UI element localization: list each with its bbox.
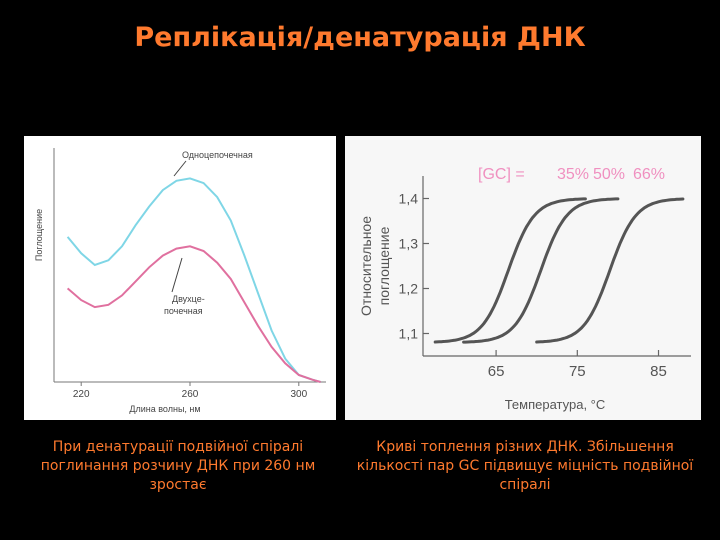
y-tick-label: 1,4 (399, 191, 419, 207)
double-strand-pointer (171, 257, 183, 293)
x-tick-label: 65 (488, 363, 505, 380)
y-axis-label: Поглощение (34, 209, 44, 261)
legend-entry-66pct: 66% (633, 166, 665, 183)
x-tick-label: 75 (569, 363, 586, 380)
x-tick-label: 260 (182, 389, 199, 400)
y-tick-label: 1,2 (399, 281, 419, 297)
double-strand-series-line (66, 245, 321, 383)
melting-curves-chart: 1,1 1,2 1,3 1,4 65 75 85 Температура, °С Относит… (345, 136, 701, 420)
single-strand-label: Одноцепочечная (182, 150, 253, 160)
x-tick-label: 85 (650, 363, 667, 380)
x-tick-label: 220 (73, 389, 90, 400)
page-title: Реплікація/денатурація ДНК (134, 22, 586, 53)
absorbance-spectrum-svg: 220 260 300 Длина волны, нм Поглощение Одноце… (34, 148, 326, 414)
y-axis-label-line1: Относительное (358, 216, 374, 316)
y-axis-label-line2: поглощение (376, 226, 392, 305)
legend-entry-50pct: 50% (593, 166, 625, 183)
caption-right: Криві топлення різних ДНК. Збільшення кі… (356, 439, 694, 493)
y-tick-label: 1,1 (399, 326, 419, 342)
double-strand-label-line1: Двухце- (172, 294, 205, 304)
x-axis-label: Длина волны, нм (129, 404, 200, 414)
single-strand-series-line (66, 177, 321, 383)
legend-entry-35pct: 35% (557, 166, 589, 183)
melting-curves-svg: 1,1 1,2 1,3 1,4 65 75 85 Температура, °С Относит… (358, 166, 691, 412)
x-tick-label: 300 (290, 389, 307, 400)
absorbance-spectrum-chart: 220 260 300 Длина волны, нм Поглощение Одноце… (24, 136, 336, 420)
double-strand-label-line2: почечная (164, 306, 203, 316)
melting-curve-35pct (433, 197, 587, 344)
caption-left: При денатурації подвійної спіралі поглин… (40, 439, 316, 493)
legend-prefix: [GC] = (478, 166, 525, 183)
x-axis-label: Температура, °С (505, 397, 606, 412)
y-tick-label: 1,3 (399, 236, 419, 252)
melting-curve-66pct (535, 197, 685, 344)
single-strand-pointer (173, 160, 187, 177)
melting-curve-50pct (462, 197, 620, 344)
